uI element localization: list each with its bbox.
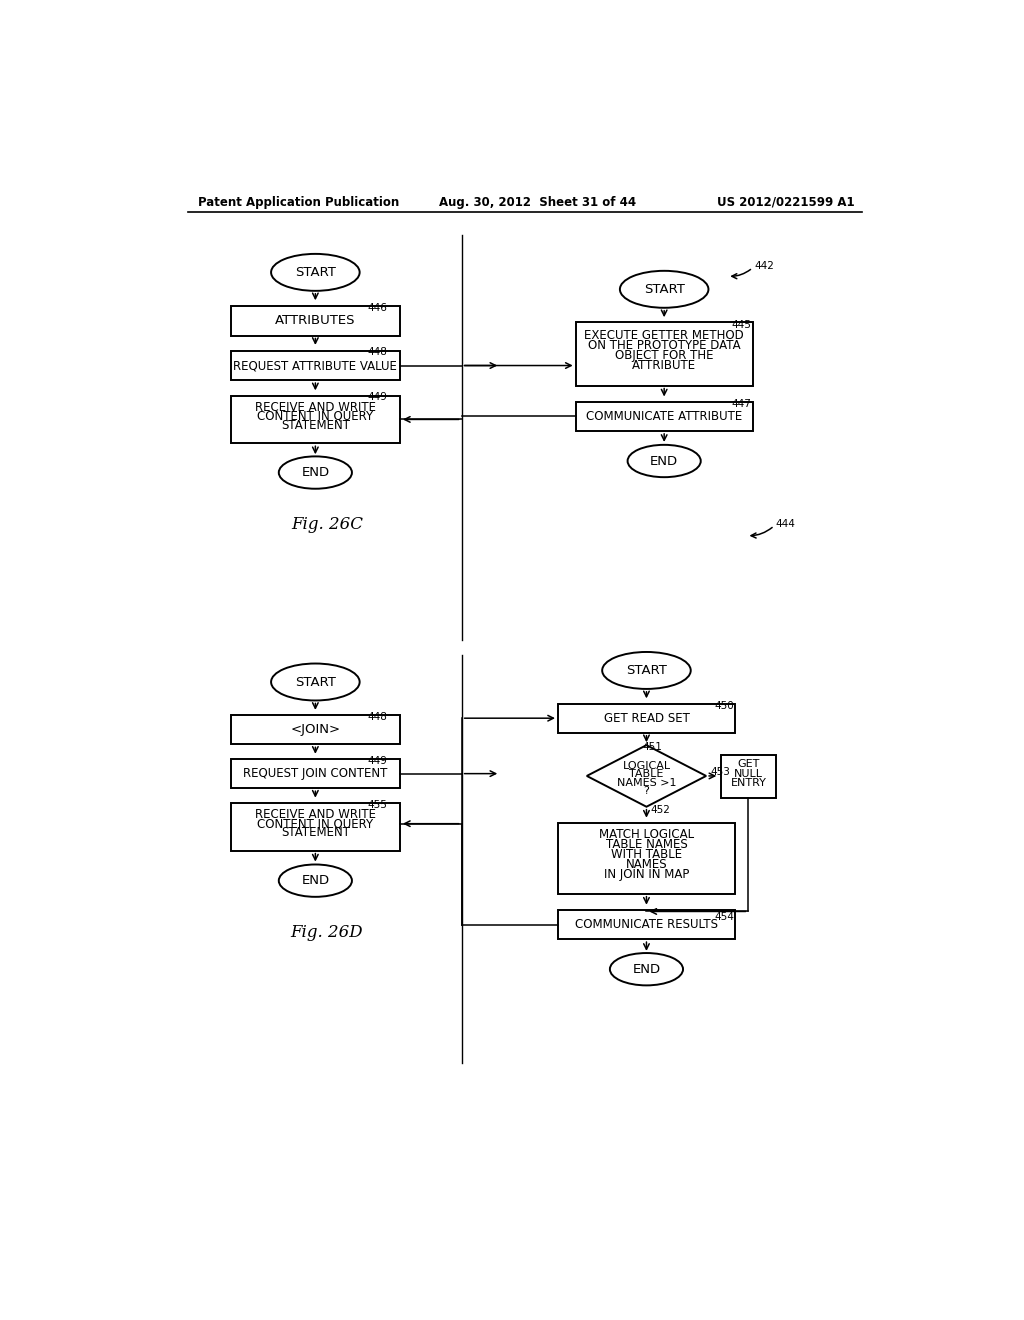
Text: STATEMENT: STATEMENT	[281, 826, 350, 840]
Bar	[721, 755, 776, 797]
Ellipse shape	[279, 865, 352, 896]
Text: 451: 451	[643, 742, 663, 752]
Text: START: START	[295, 676, 336, 689]
Text: ATTRIBUTES: ATTRIBUTES	[275, 314, 355, 327]
Text: COMMUNICATE ATTRIBUTE: COMMUNICATE ATTRIBUTE	[586, 409, 742, 422]
Bar	[230, 759, 400, 788]
Text: START: START	[626, 664, 667, 677]
Text: Fig. 26C: Fig. 26C	[291, 516, 362, 533]
Text: ?: ?	[643, 787, 649, 796]
Text: 445: 445	[732, 319, 752, 330]
Text: REQUEST JOIN CONTENT: REQUEST JOIN CONTENT	[243, 767, 387, 780]
Text: TABLE: TABLE	[630, 770, 664, 779]
Bar	[558, 909, 735, 940]
Text: LOGICAL: LOGICAL	[623, 760, 671, 771]
Text: 452: 452	[650, 805, 670, 814]
Text: START: START	[295, 265, 336, 279]
Text: COMMUNICATE RESULTS: COMMUNICATE RESULTS	[574, 917, 718, 931]
Text: Fig. 26D: Fig. 26D	[291, 924, 364, 941]
Text: STATEMENT: STATEMENT	[281, 418, 350, 432]
Ellipse shape	[602, 652, 691, 689]
Text: END: END	[650, 454, 678, 467]
Text: Aug. 30, 2012  Sheet 31 of 44: Aug. 30, 2012 Sheet 31 of 44	[438, 195, 636, 209]
Text: <JOIN>: <JOIN>	[290, 723, 340, 737]
Text: 453: 453	[710, 767, 730, 777]
Text: IN JOIN IN MAP: IN JOIN IN MAP	[604, 869, 689, 880]
Text: 442: 442	[755, 261, 774, 271]
Text: START: START	[644, 282, 685, 296]
Text: 446: 446	[368, 302, 388, 313]
Ellipse shape	[271, 253, 359, 290]
Bar	[230, 306, 400, 335]
Text: REQUEST ATTRIBUTE VALUE: REQUEST ATTRIBUTE VALUE	[233, 359, 397, 372]
Bar	[230, 715, 400, 744]
Text: 448: 448	[368, 713, 388, 722]
Polygon shape	[587, 744, 707, 807]
Text: 448: 448	[368, 347, 388, 358]
Text: 449: 449	[368, 755, 388, 766]
Ellipse shape	[279, 457, 352, 488]
Text: OBJECT FOR THE: OBJECT FOR THE	[615, 348, 714, 362]
Text: 447: 447	[732, 399, 752, 409]
Text: Patent Application Publication: Patent Application Publication	[199, 195, 399, 209]
Text: RECEIVE AND WRITE: RECEIVE AND WRITE	[255, 808, 376, 821]
Ellipse shape	[271, 664, 359, 701]
Bar	[575, 401, 753, 430]
Text: CONTENT IN QUERY: CONTENT IN QUERY	[257, 817, 374, 830]
Bar	[230, 803, 400, 850]
Text: GET: GET	[737, 759, 760, 770]
Bar	[558, 704, 735, 733]
Text: NAMES: NAMES	[626, 858, 668, 871]
Text: END: END	[633, 962, 660, 975]
Text: MATCH LOGICAL: MATCH LOGICAL	[599, 828, 694, 841]
Bar	[230, 351, 400, 380]
Text: NULL: NULL	[734, 768, 763, 779]
Text: END: END	[301, 874, 330, 887]
Text: EXECUTE GETTER METHOD: EXECUTE GETTER METHOD	[585, 329, 744, 342]
Text: 449: 449	[368, 392, 388, 403]
Text: 450: 450	[714, 701, 734, 711]
Bar	[575, 322, 753, 385]
Bar	[230, 396, 400, 444]
Text: ATTRIBUTE: ATTRIBUTE	[632, 359, 696, 372]
Ellipse shape	[628, 445, 700, 477]
Text: 454: 454	[714, 912, 734, 921]
Ellipse shape	[610, 953, 683, 985]
Text: US 2012/0221599 A1: US 2012/0221599 A1	[717, 195, 854, 209]
Text: ENTRY: ENTRY	[730, 777, 766, 788]
Text: 444: 444	[776, 519, 796, 529]
Ellipse shape	[620, 271, 709, 308]
Text: 455: 455	[368, 800, 388, 810]
Bar	[558, 822, 735, 894]
Text: ON THE PROTOTYPE DATA: ON THE PROTOTYPE DATA	[588, 339, 740, 352]
Text: END: END	[301, 466, 330, 479]
Text: GET READ SET: GET READ SET	[603, 711, 689, 725]
Text: CONTENT IN QUERY: CONTENT IN QUERY	[257, 409, 374, 422]
Text: RECEIVE AND WRITE: RECEIVE AND WRITE	[255, 400, 376, 413]
Text: WITH TABLE: WITH TABLE	[611, 847, 682, 861]
Text: NAMES >1: NAMES >1	[616, 777, 676, 788]
Text: TABLE NAMES: TABLE NAMES	[605, 838, 687, 851]
